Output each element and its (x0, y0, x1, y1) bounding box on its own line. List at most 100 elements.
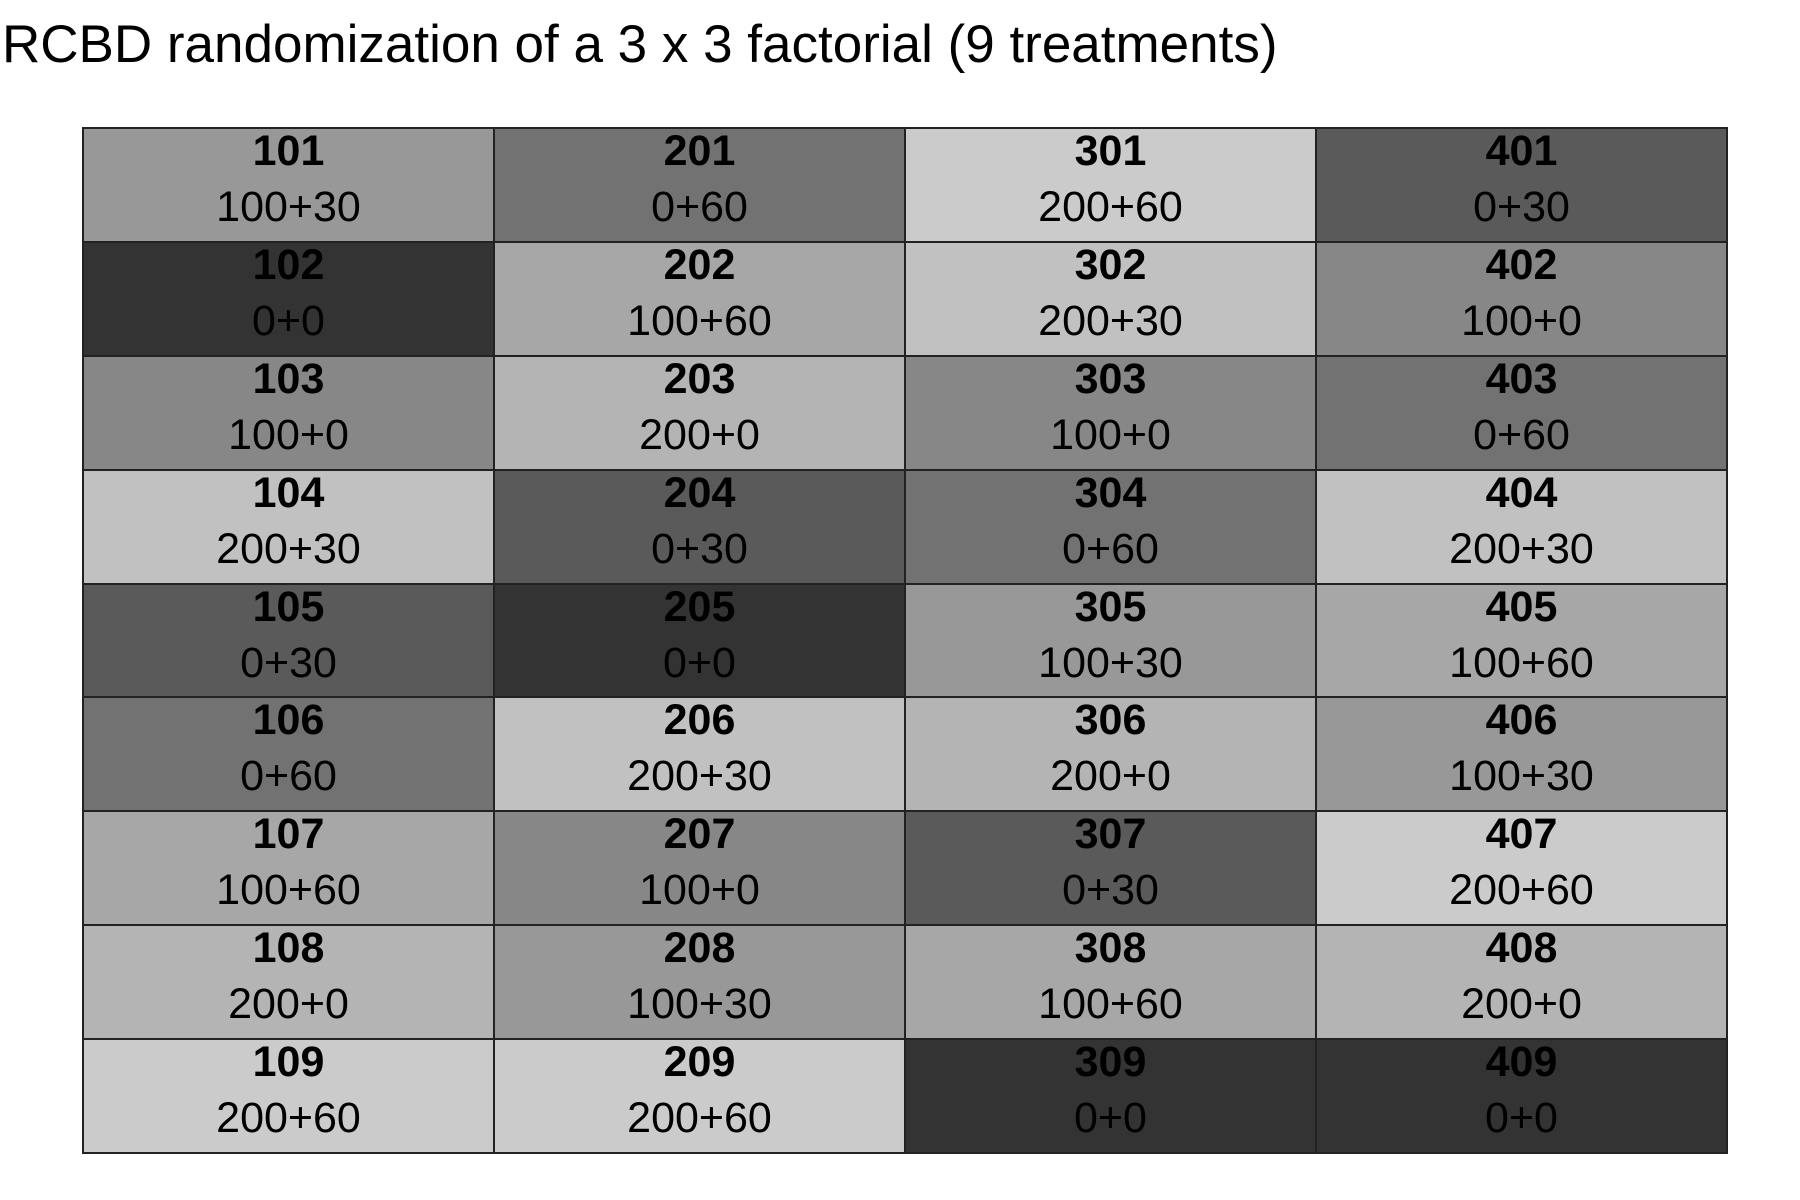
plot-cell-305: 305 100+30 (905, 583, 1316, 698)
plot-id-label: 203 (663, 355, 736, 403)
plot-id-label: 207 (663, 811, 736, 859)
plot-id-label: 305 (1074, 583, 1147, 631)
plot-cell-307: 307 0+30 (905, 811, 1316, 926)
plot-cell-206: 206 200+30 (494, 697, 905, 812)
plot-cell-303: 303 100+0 (905, 355, 1316, 470)
plot-treatment-label: 100+30 (1449, 752, 1594, 801)
plot-id-label: 105 (252, 583, 325, 631)
plot-treatment-label: 0+30 (1473, 183, 1570, 231)
plot-id-label: 206 (663, 697, 736, 745)
plot-id-label: 303 (1074, 355, 1147, 403)
plot-id-label: 103 (252, 355, 325, 403)
plot-id-label: 406 (1485, 697, 1558, 745)
plot-treatment-label: 200+0 (639, 410, 760, 459)
plot-cell-208: 208 100+30 (494, 925, 905, 1040)
plot-cell-209: 209 200+60 (494, 1039, 905, 1153)
plot-cell-109: 109 200+60 (83, 1039, 494, 1153)
chart-title: RCBD randomization of a 3 x 3 factorial … (2, 15, 1278, 74)
plot-treatment-label: 200+60 (627, 1094, 772, 1143)
plot-id-label: 101 (252, 128, 325, 175)
plot-cell-203: 203 200+0 (494, 355, 905, 470)
plot-treatment-label: 200+60 (1038, 183, 1183, 231)
plot-id-label: 205 (663, 583, 736, 631)
plot-treatment-label: 0+60 (1473, 410, 1570, 459)
plot-treatment-label: 200+0 (228, 980, 349, 1029)
plot-treatment-label: 0+30 (1062, 866, 1159, 915)
plot-treatment-label: 0+60 (1062, 524, 1159, 573)
plot-id-label: 102 (252, 241, 325, 289)
plot-cell-309: 309 0+0 (905, 1039, 1316, 1153)
plot-treatment-label: 100+0 (639, 866, 760, 915)
plot-cell-304: 304 0+60 (905, 469, 1316, 584)
plot-treatment-label: 200+30 (216, 524, 361, 573)
plot-cell-407: 407 200+60 (1316, 811, 1727, 926)
plot-treatment-label: 200+30 (1449, 524, 1594, 573)
plot-treatment-label: 200+0 (1461, 980, 1582, 1029)
plot-cell-102: 102 0+0 (83, 241, 494, 356)
plot-cell-101: 101 100+30 (83, 128, 494, 242)
plot-treatment-label: 100+60 (1038, 980, 1183, 1029)
plot-cell-103: 103 100+0 (83, 355, 494, 470)
plot-cell-202: 202 100+60 (494, 241, 905, 356)
plot-treatment-label: 0+30 (240, 638, 337, 687)
plot-cell-204: 204 0+30 (494, 469, 905, 584)
field-layout-grid: 101 100+30 201 0+60 301 200+60 401 0+30 102 0+0 20… (82, 127, 1728, 1154)
plot-cell-301: 301 200+60 (905, 128, 1316, 242)
plot-id-label: 106 (252, 697, 325, 745)
plot-id-label: 104 (252, 469, 325, 517)
plot-cell-106: 106 0+60 (83, 697, 494, 812)
plot-cell-402: 402 100+0 (1316, 241, 1727, 356)
plot-cell-409: 409 0+0 (1316, 1039, 1727, 1153)
plot-treatment-label: 0+0 (663, 638, 736, 687)
plot-cell-205: 205 0+0 (494, 583, 905, 698)
plot-id-label: 301 (1074, 128, 1147, 175)
plot-treatment-label: 200+30 (627, 752, 772, 801)
plot-id-label: 408 (1485, 925, 1558, 973)
plot-cell-403: 403 0+60 (1316, 355, 1727, 470)
plot-id-label: 201 (663, 128, 736, 175)
plot-id-label: 204 (663, 469, 736, 517)
plot-treatment-label: 100+0 (1050, 410, 1171, 459)
plot-id-label: 302 (1074, 241, 1147, 289)
plot-cell-105: 105 0+30 (83, 583, 494, 698)
plot-treatment-label: 100+30 (1038, 638, 1183, 687)
plot-treatment-label: 200+30 (1038, 296, 1183, 345)
plot-id-label: 109 (252, 1039, 325, 1087)
plot-cell-406: 406 100+30 (1316, 697, 1727, 812)
plot-id-label: 209 (663, 1039, 736, 1087)
plot-id-label: 309 (1074, 1039, 1147, 1087)
plot-id-label: 306 (1074, 697, 1147, 745)
plot-id-label: 304 (1074, 469, 1147, 517)
plot-treatment-label: 0+0 (1485, 1094, 1558, 1143)
plot-treatment-label: 0+0 (252, 296, 325, 345)
plot-treatment-label: 100+30 (216, 183, 361, 231)
plot-cell-404: 404 200+30 (1316, 469, 1727, 584)
plot-id-label: 401 (1485, 128, 1558, 175)
plot-id-label: 208 (663, 925, 736, 973)
plot-id-label: 404 (1485, 469, 1558, 517)
plot-treatment-label: 0+60 (651, 183, 748, 231)
plot-id-label: 107 (252, 811, 325, 859)
plot-treatment-label: 100+60 (627, 296, 772, 345)
plot-cell-108: 108 200+0 (83, 925, 494, 1040)
plot-treatment-label: 0+0 (1074, 1094, 1147, 1143)
plot-id-label: 308 (1074, 925, 1147, 973)
plot-id-label: 402 (1485, 241, 1558, 289)
plot-cell-306: 306 200+0 (905, 697, 1316, 812)
plot-treatment-label: 200+60 (216, 1094, 361, 1143)
plot-id-label: 409 (1485, 1039, 1558, 1087)
plot-treatment-label: 100+0 (1461, 296, 1582, 345)
plot-cell-104: 104 200+30 (83, 469, 494, 584)
plot-id-label: 403 (1485, 355, 1558, 403)
plot-treatment-label: 0+30 (651, 524, 748, 573)
plot-id-label: 202 (663, 241, 736, 289)
plot-cell-405: 405 100+60 (1316, 583, 1727, 698)
plot-cell-408: 408 200+0 (1316, 925, 1727, 1040)
plot-cell-308: 308 100+60 (905, 925, 1316, 1040)
plot-cell-107: 107 100+60 (83, 811, 494, 926)
plot-cell-401: 401 0+30 (1316, 128, 1727, 242)
plot-treatment-label: 0+60 (240, 752, 337, 801)
plot-treatment-label: 100+0 (228, 410, 349, 459)
plot-treatment-label: 100+30 (627, 980, 772, 1029)
plot-treatment-label: 100+60 (1449, 638, 1594, 687)
